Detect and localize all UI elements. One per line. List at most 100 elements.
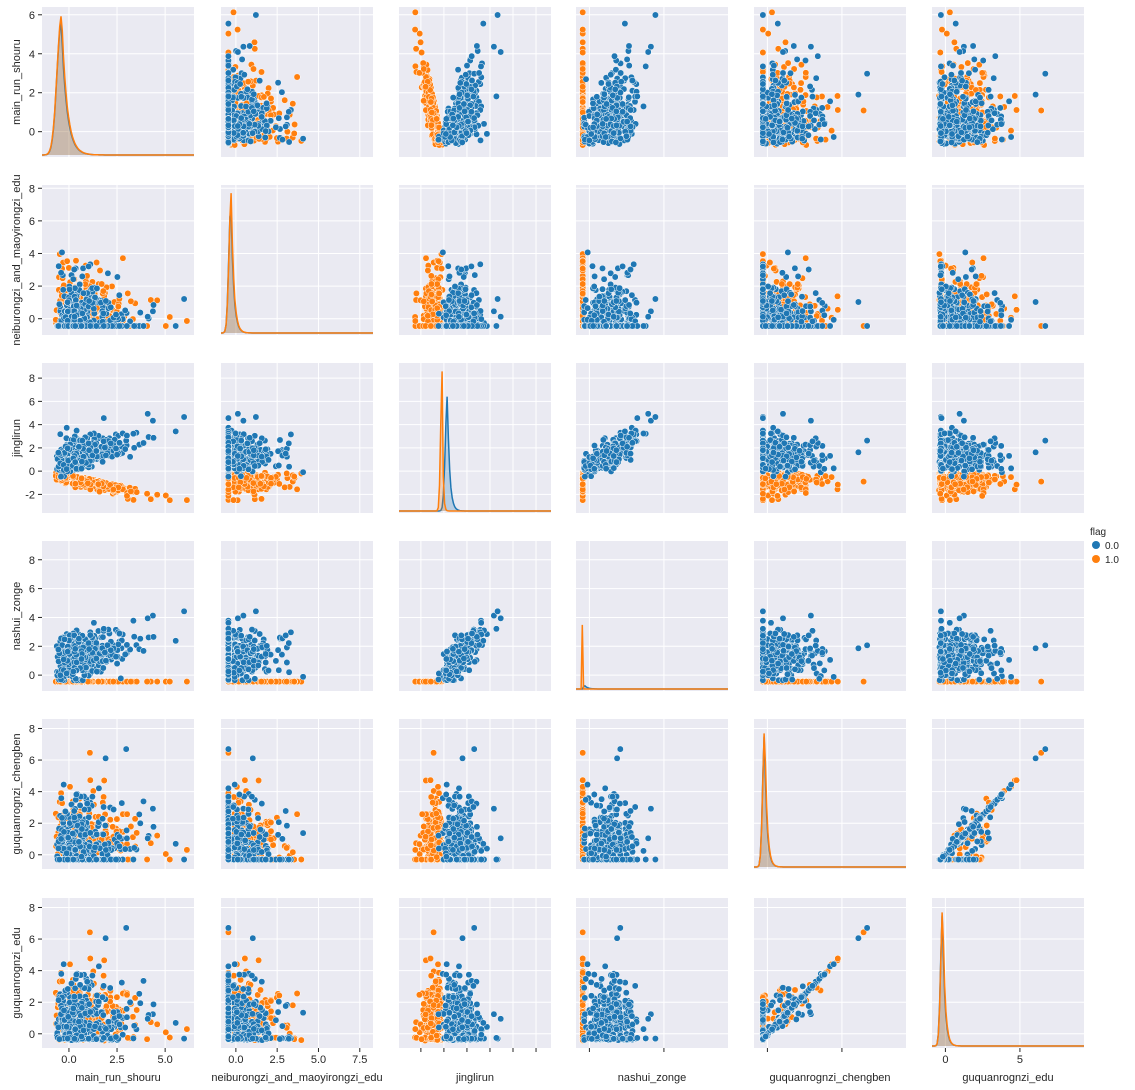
scatter-point — [225, 70, 231, 76]
scatter-point — [181, 296, 187, 302]
scatter-point — [225, 53, 231, 59]
scatter-point — [114, 274, 120, 280]
scatter-point — [948, 72, 954, 78]
y-tick-label: 4 — [29, 248, 35, 260]
scatter-point — [79, 310, 85, 316]
scatter-point — [618, 70, 624, 76]
scatter-point — [103, 298, 109, 304]
scatter-point — [59, 249, 65, 255]
scatter-point — [264, 122, 270, 128]
scatter-point — [140, 323, 146, 329]
scatter-point — [465, 118, 471, 124]
scatter-point — [760, 108, 766, 114]
scatter-point — [94, 285, 100, 291]
scatter-point — [237, 81, 243, 87]
scatter-point — [997, 105, 1003, 111]
scatter-point — [418, 49, 424, 55]
scatter-point — [468, 109, 474, 115]
scatter-point — [958, 64, 964, 70]
scatter-point — [469, 77, 475, 83]
scatter-point — [821, 121, 827, 127]
scatter-point — [225, 107, 231, 113]
scatter-point — [247, 138, 253, 144]
scatter-point — [792, 92, 798, 98]
scatter-point — [999, 136, 1005, 142]
pairplot-panels: 0246main_run_shouru02468neiburongzi_and_… — [11, 7, 1084, 1084]
scatter-point — [629, 77, 635, 83]
scatter-point — [290, 101, 296, 107]
scatter-point — [594, 94, 600, 100]
scatter-point — [956, 49, 962, 55]
scatter-point — [802, 57, 808, 63]
scatter-point — [798, 80, 804, 86]
scatter-point — [275, 80, 281, 86]
scatter-point — [469, 53, 475, 59]
scatter-point — [238, 115, 244, 121]
scatter-point — [813, 75, 819, 81]
scatter-point — [598, 80, 604, 86]
scatter-point — [784, 100, 790, 106]
panel-background — [221, 185, 373, 335]
scatter-point — [225, 122, 231, 128]
scatter-point — [785, 60, 791, 66]
scatter-point — [760, 124, 766, 130]
scatter-point — [580, 84, 586, 90]
scatter-point — [769, 122, 775, 128]
scatter-point — [966, 124, 972, 130]
y-tick-label: 0 — [29, 127, 35, 139]
scatter-point — [803, 70, 809, 76]
scatter-point — [610, 92, 616, 98]
scatter-point — [799, 123, 805, 129]
scatter-point — [412, 26, 418, 32]
scatter-point — [251, 91, 257, 97]
scatter-point — [85, 263, 91, 269]
scatter-point — [808, 44, 814, 50]
scatter-point — [760, 49, 766, 55]
scatter-point — [769, 9, 775, 15]
scatter-point — [128, 298, 134, 304]
scatter-point — [56, 263, 62, 269]
scatter-point — [72, 323, 78, 329]
scatter-point — [791, 43, 797, 49]
scatter-point — [79, 273, 85, 279]
panel-0-2 — [399, 7, 551, 157]
scatter-point — [992, 53, 998, 59]
y-tick-label: 6 — [29, 216, 35, 228]
scatter-point — [80, 290, 86, 296]
scatter-point — [831, 134, 837, 140]
scatter-point — [580, 49, 586, 55]
scatter-point — [477, 137, 483, 143]
scatter-point — [954, 118, 960, 124]
scatter-point — [145, 314, 151, 320]
scatter-point — [998, 121, 1004, 127]
scatter-point — [279, 136, 285, 142]
scatter-point — [760, 138, 766, 144]
scatter-point — [818, 136, 824, 142]
scatter-point — [241, 72, 247, 78]
scatter-point — [987, 93, 993, 99]
scatter-point — [619, 109, 625, 115]
scatter-point — [470, 93, 476, 99]
scatter-point — [605, 81, 611, 87]
scatter-point — [760, 26, 766, 32]
scatter-point — [977, 80, 983, 86]
scatter-point — [948, 139, 954, 145]
scatter-point — [498, 49, 504, 55]
y-axis-label: main_run_shouru — [11, 39, 23, 125]
y-tick-label: 4 — [29, 49, 35, 61]
scatter-point — [580, 60, 586, 66]
scatter-point — [947, 91, 953, 97]
scatter-point — [167, 314, 173, 320]
scatter-point — [611, 130, 617, 136]
scatter-point — [60, 287, 66, 293]
scatter-point — [225, 101, 231, 107]
scatter-point — [87, 323, 93, 329]
scatter-point — [173, 323, 179, 329]
scatter-point — [603, 134, 609, 140]
scatter-point — [613, 122, 619, 128]
scatter-point — [247, 43, 253, 49]
scatter-point — [56, 301, 62, 307]
scatter-point — [116, 323, 122, 329]
scatter-point — [422, 84, 428, 90]
scatter-point — [855, 91, 861, 97]
